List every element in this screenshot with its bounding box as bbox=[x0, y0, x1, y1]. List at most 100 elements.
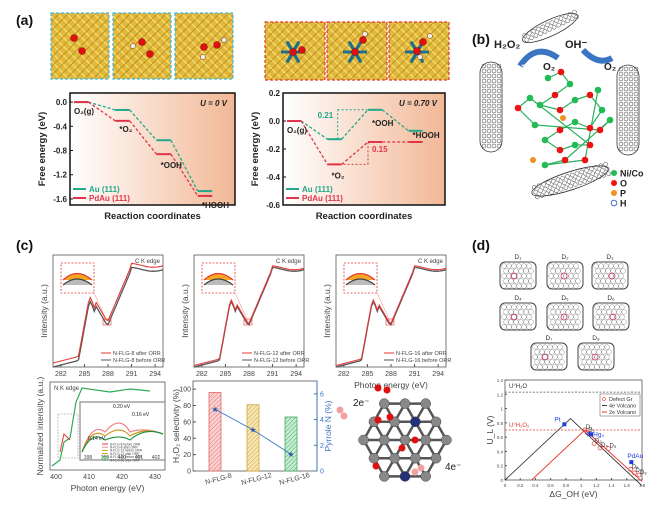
legend-label: N-FLG-12 after ORR bbox=[254, 351, 305, 357]
cluster-atom bbox=[560, 115, 566, 121]
state-label: *OOH bbox=[372, 119, 394, 128]
y-tick-label: -0.4 bbox=[53, 122, 67, 131]
4e-pathway-arrow bbox=[580, 47, 614, 64]
defect-point bbox=[591, 441, 597, 446]
carbon-atom bbox=[430, 452, 442, 464]
state-label: *O₂ bbox=[332, 171, 345, 180]
x-tick-label: 291 bbox=[126, 371, 138, 378]
atom bbox=[417, 54, 423, 60]
x-tick-label: 282 bbox=[338, 371, 350, 378]
y-tick-label: 60 bbox=[183, 419, 191, 426]
chart-h2o2-selectivity: 0 20 40 60 80 100 0 2 4 6 H₂O₂ selectivity (%) Pyrr… bbox=[171, 380, 333, 487]
chart-title: C K edge bbox=[135, 259, 161, 265]
chart-title: C K edge bbox=[276, 259, 302, 265]
shift-annotation: 0.14 eV bbox=[88, 436, 106, 442]
cluster-atom bbox=[556, 126, 564, 134]
oxygen-atom-faded bbox=[336, 406, 344, 414]
connector bbox=[381, 109, 409, 132]
zoom-region bbox=[57, 413, 79, 459]
legend-label: N-FLG-8 before ORR bbox=[113, 358, 165, 364]
connector bbox=[129, 109, 157, 141]
barrier-label: 0.15 bbox=[372, 145, 388, 154]
defect-site bbox=[510, 272, 518, 280]
cluster-atom bbox=[571, 141, 579, 149]
y-tick-label: 0.6 bbox=[497, 435, 504, 440]
legend-label: H bbox=[620, 199, 627, 209]
legend-label: 4e Volcano bbox=[609, 404, 636, 410]
nanotube-right bbox=[616, 64, 640, 156]
nanotube-top bbox=[522, 9, 579, 44]
oh-label: OH⁻ bbox=[565, 39, 588, 51]
x-tick-label: 400 bbox=[50, 474, 62, 481]
au-slab-image bbox=[174, 12, 234, 80]
inset-tick-label: 401 bbox=[135, 455, 144, 461]
structure-label: D₇ bbox=[546, 335, 553, 342]
legend-label: N-FLG-8 after ORR bbox=[110, 446, 138, 450]
defect-site bbox=[510, 313, 518, 321]
x-tick-label: 1.6 bbox=[624, 483, 631, 488]
y-tick-label: 0.4 bbox=[497, 449, 504, 454]
x-tick-label: N-FLG-16 bbox=[279, 472, 311, 487]
plot-area bbox=[282, 92, 446, 206]
oxygen-atom bbox=[398, 444, 406, 452]
legend-label: O bbox=[620, 179, 627, 189]
carbon-atom bbox=[379, 434, 390, 446]
carbon-atom bbox=[420, 434, 431, 446]
connector bbox=[170, 139, 199, 192]
y2-axis-label: Pyrrole N (%) bbox=[323, 400, 333, 451]
carbon-atom bbox=[389, 452, 400, 464]
atom bbox=[78, 47, 86, 55]
structure-label: D₈ bbox=[592, 335, 600, 342]
nanotube-left bbox=[479, 61, 503, 153]
x-tick-label: 294 bbox=[290, 371, 302, 378]
catalyst-label: PdAu bbox=[627, 453, 643, 460]
x-tick-label: 1.2 bbox=[593, 483, 600, 488]
chart-volcano: 0 0.2 0.4 0.6 0.8 1 1.2 1.4 1.6 1.8 0 0.2 0.4 0.6 0.8 1… bbox=[485, 378, 647, 499]
structure-label: D₁ bbox=[515, 254, 523, 261]
defect-structure-1: D₁ bbox=[499, 254, 537, 290]
defect-site bbox=[591, 353, 599, 361]
4e-label: 4e⁻ bbox=[580, 63, 595, 73]
cluster-atom bbox=[596, 126, 604, 134]
xanes-n-k-edge: N K edge 400 410 420 430 Photon energy (eV) No… bbox=[35, 376, 166, 493]
x-tick-label: 288 bbox=[385, 371, 397, 378]
chart-a-right: 0.2 0.0 -0.2 -0.4 -0.6 Free energy (eV) Reacti… bbox=[250, 89, 446, 222]
x-tick-label: 294 bbox=[432, 371, 444, 378]
inset-peak-before bbox=[62, 278, 93, 286]
cluster-atom bbox=[566, 80, 574, 88]
reference-label: U°H₂O₂ bbox=[509, 423, 530, 429]
pyrrole-n-point: ★ bbox=[287, 450, 294, 459]
cluster-atom bbox=[551, 91, 559, 99]
state-label: *OOH bbox=[161, 161, 183, 170]
x-tick-label: 420 bbox=[116, 474, 128, 481]
bar-n-flg-12 bbox=[246, 404, 260, 472]
legend-label: N-FLG-16 after ORR bbox=[110, 458, 140, 462]
nitrogen-atom bbox=[410, 416, 421, 428]
cluster-atom bbox=[530, 157, 536, 163]
x-tick-label: 291 bbox=[409, 371, 421, 378]
defect-structure-3: D₃ bbox=[591, 254, 629, 290]
y-tick-label: 0 bbox=[500, 478, 503, 483]
y-tick-label: 1.2 bbox=[497, 392, 504, 397]
connector bbox=[88, 101, 116, 122]
defect-point bbox=[632, 470, 637, 476]
atom bbox=[419, 38, 427, 46]
bar-n-flg-8 bbox=[208, 392, 222, 472]
n-k-curve-red bbox=[59, 433, 71, 453]
atom bbox=[146, 50, 154, 58]
au-slab-image bbox=[112, 12, 172, 80]
graphene-scheme: 2e⁻ 4e⁻ bbox=[336, 384, 461, 482]
defect-structure-8: D₈ bbox=[577, 335, 615, 371]
defect-point bbox=[597, 445, 603, 451]
y-axis-label: Free energy (eV) bbox=[37, 112, 48, 186]
x-tick-label: 0.2 bbox=[517, 483, 524, 488]
legend-label: N-FLG-12 before ORR bbox=[110, 449, 143, 453]
oxygen-atom bbox=[411, 436, 419, 444]
atom bbox=[70, 34, 78, 42]
cluster-atom bbox=[594, 86, 602, 94]
au-slab-image bbox=[50, 12, 110, 80]
legend-label: Au (111) bbox=[89, 185, 120, 194]
x-tick-label: 285 bbox=[220, 371, 232, 378]
